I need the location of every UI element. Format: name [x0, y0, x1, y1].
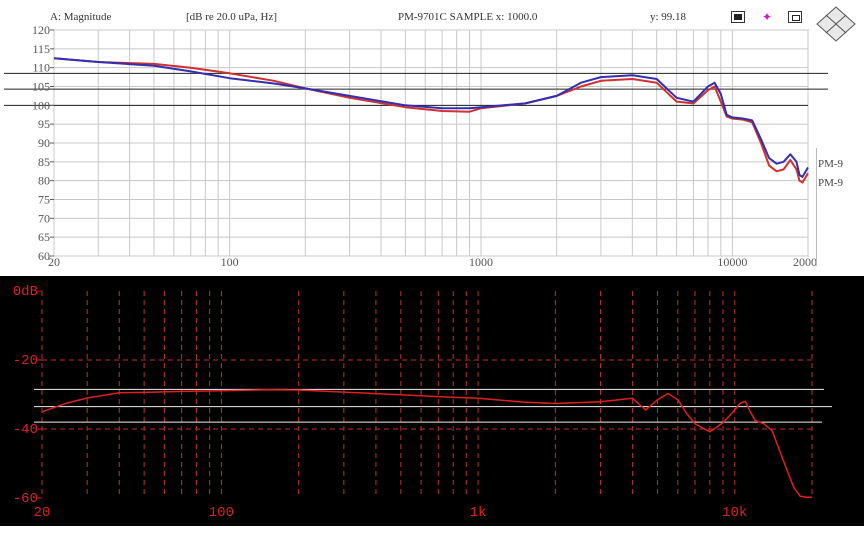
x-tick-label: 1k [470, 505, 487, 521]
magnitude-panel: 60 65 70 75 80 85 90 95 100 105 110 115 120 20 100 1000… [0, 0, 864, 268]
y-tick-label: 115 [32, 42, 50, 56]
navigation-diamond-icon[interactable] [816, 6, 856, 42]
legend-side-panel [816, 148, 864, 266]
cursor-x-readout: PM-9701C SAMPLE x: 1000.0 [398, 11, 538, 23]
y-tick-label: 65 [38, 230, 50, 244]
y-tick-label: -20 [13, 353, 38, 369]
y-tick-label: 0dB [13, 284, 38, 300]
y-tick-label: 100 [32, 98, 50, 112]
y-tick-label: 85 [38, 155, 50, 169]
y-tick-label: 95 [38, 117, 50, 131]
y-tick-label: 75 [38, 193, 50, 207]
print-button[interactable] [788, 11, 802, 23]
legend-entry-2: PM-9 [818, 177, 844, 189]
y-tick-label: 80 [38, 174, 50, 188]
cursor-marker-button[interactable]: ✦ [760, 10, 774, 24]
window-toggle-button[interactable] [731, 11, 745, 23]
plot-area [41, 290, 813, 499]
x-tick-label: 20 [34, 505, 51, 521]
x-tick-label: 100 [209, 505, 234, 521]
y-tick-label: 110 [32, 61, 50, 75]
cursor-y-readout: y: 99.18 [650, 11, 687, 23]
chart-channel-label: A: Magnitude [50, 11, 112, 23]
y-tick-label: -60 [13, 491, 38, 507]
response-panel: 0dB -20 -40 -60 20 100 1k 10k [0, 276, 864, 526]
legend-entry-1: PM-9 [818, 158, 844, 170]
y-tick-label: -40 [13, 422, 38, 438]
x-tick-label: 20 [48, 255, 60, 268]
y-tick-label: 90 [38, 136, 50, 150]
y-tick-label: 60 [38, 249, 50, 263]
series-line [53, 57, 809, 178]
series-line [41, 388, 812, 499]
x-tick-label: 20000 [793, 255, 823, 268]
y-tick-label: 120 [32, 23, 50, 37]
x-tick-label: 100 [221, 255, 239, 268]
x-tick-label: 1000 [469, 255, 493, 268]
magnitude-chart: 60 65 70 75 80 85 90 95 100 105 110 115 120 20 100 1000… [4, 23, 828, 268]
chart-units-label: [dB re 20.0 uPa, Hz] [186, 11, 278, 23]
x-tick-label: 10000 [717, 255, 747, 268]
y-tick-label: 70 [38, 211, 50, 225]
x-tick-label: 10k [722, 505, 747, 521]
y-tick-label: 105 [32, 80, 50, 94]
